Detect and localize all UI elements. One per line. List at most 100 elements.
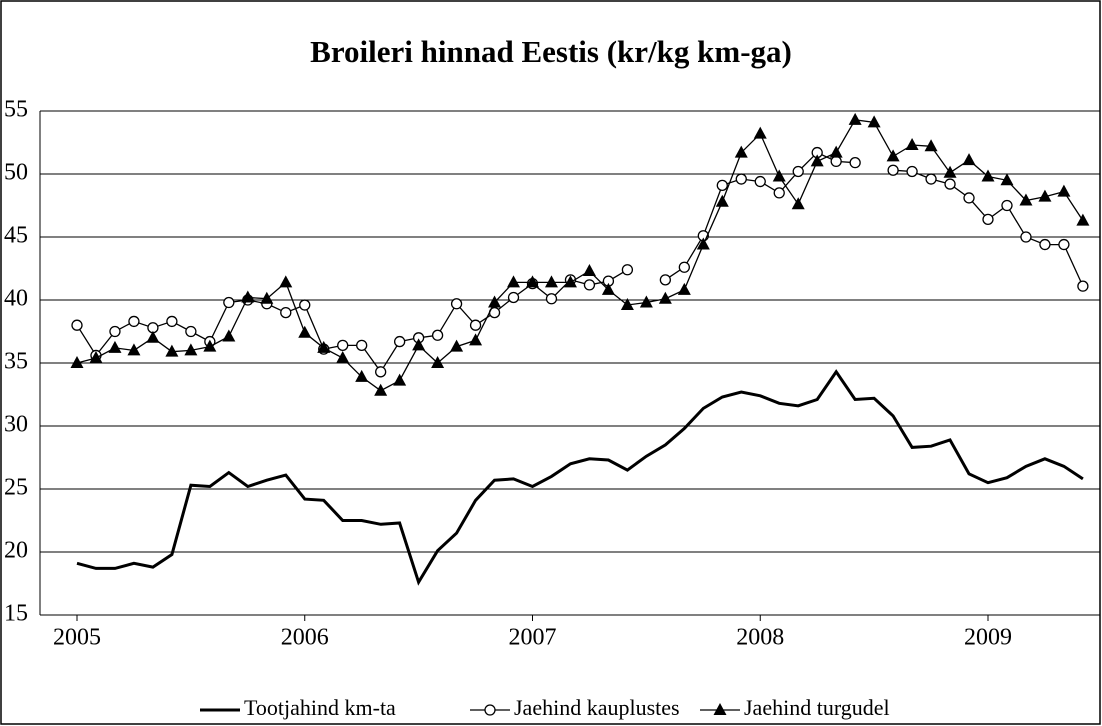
x-tick-label: 2006 [281, 625, 329, 651]
point [639, 295, 653, 308]
point [109, 325, 121, 338]
x-tick-label: 2005 [53, 625, 101, 651]
point [886, 149, 900, 162]
point [849, 157, 861, 169]
y-tick-label: 40 [4, 286, 28, 312]
x-tick-label: 2007 [509, 625, 557, 651]
point [830, 155, 842, 168]
point [393, 335, 406, 348]
point [127, 343, 141, 356]
point [582, 264, 596, 277]
legend-label: Jaehind kauplustes [514, 695, 680, 720]
point [962, 153, 976, 166]
point [393, 373, 407, 386]
point [791, 197, 805, 210]
point [484, 704, 496, 716]
point [963, 192, 975, 204]
point [1039, 238, 1051, 251]
point [317, 340, 331, 353]
point [905, 138, 919, 151]
point [279, 275, 293, 288]
point [696, 237, 710, 250]
x-tick-label: 2008 [736, 625, 784, 651]
point [753, 126, 767, 139]
point [184, 343, 198, 356]
point [887, 164, 899, 176]
point [1077, 280, 1089, 292]
point [659, 274, 672, 286]
point [298, 325, 312, 338]
point [374, 383, 388, 396]
point [715, 194, 729, 207]
point [735, 173, 747, 185]
point [146, 330, 160, 343]
point [260, 291, 274, 304]
x-tick-label: 2009 [964, 625, 1012, 651]
point [431, 329, 444, 341]
point [810, 154, 824, 167]
point [867, 115, 881, 128]
point [1076, 213, 1090, 226]
y-tick-label: 15 [4, 601, 28, 627]
point [734, 145, 748, 158]
point [621, 264, 634, 276]
point [1019, 193, 1033, 206]
point [982, 213, 994, 226]
point [336, 350, 350, 363]
y-tick-label: 30 [4, 412, 28, 438]
point [280, 306, 292, 319]
point [70, 356, 84, 368]
point [1001, 199, 1013, 212]
point [450, 339, 464, 352]
point [943, 165, 957, 178]
point [716, 179, 728, 191]
point [713, 703, 727, 715]
point [412, 338, 426, 351]
point [89, 350, 103, 363]
chart-title: Broileri hinnad Eestis (kr/kg km-ga) [310, 34, 792, 69]
point [166, 315, 178, 328]
point [772, 169, 786, 182]
point [944, 178, 956, 190]
point [223, 296, 235, 309]
point [754, 175, 766, 188]
point [526, 275, 539, 288]
point [848, 112, 862, 125]
point [507, 275, 521, 288]
point [658, 291, 672, 304]
point [925, 173, 937, 185]
legend-label: Jaehind turgudel [744, 695, 890, 720]
point [677, 282, 691, 295]
point [356, 339, 368, 352]
point [337, 339, 349, 352]
point [981, 169, 995, 182]
point [469, 319, 482, 331]
y-tick-label: 50 [4, 160, 28, 186]
point [241, 290, 255, 303]
y-tick-label: 55 [4, 97, 28, 123]
point [1038, 189, 1052, 202]
y-tick-label: 45 [4, 223, 28, 249]
point [829, 145, 843, 158]
point [128, 315, 140, 328]
point [355, 369, 369, 382]
point [601, 282, 615, 295]
point [563, 275, 577, 288]
y-tick-label: 35 [4, 349, 28, 375]
point [469, 333, 483, 346]
point [185, 325, 197, 338]
point [488, 295, 502, 308]
point [906, 165, 918, 178]
point [924, 139, 938, 152]
point [583, 279, 596, 291]
point [108, 340, 122, 353]
y-tick-label: 25 [4, 475, 28, 501]
point [375, 366, 387, 378]
point [1057, 184, 1071, 197]
point [792, 165, 804, 178]
point [544, 275, 558, 288]
point [299, 299, 311, 311]
series-line [76, 369, 1084, 586]
point [1058, 238, 1070, 251]
